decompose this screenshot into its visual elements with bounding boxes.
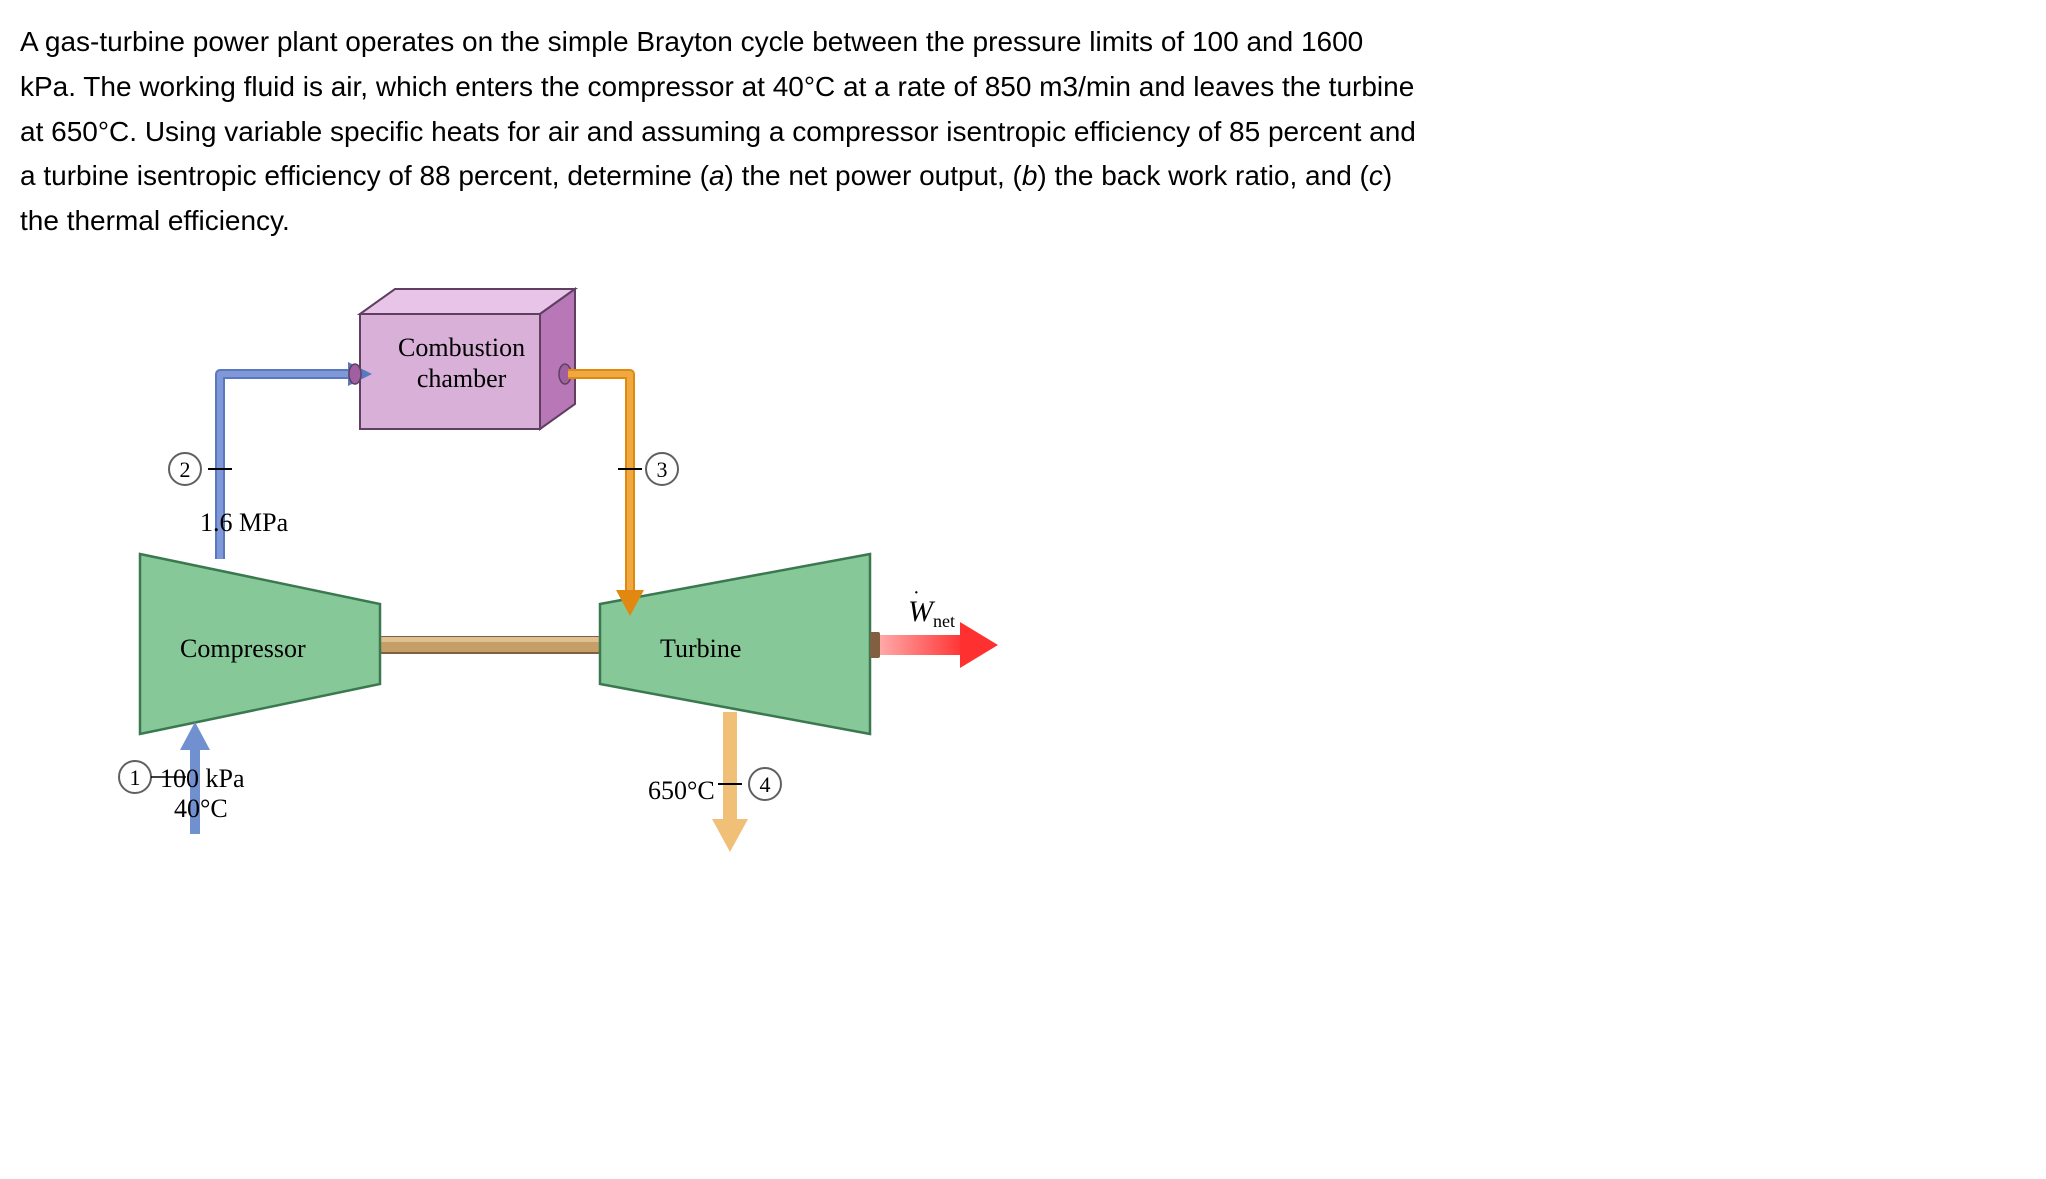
- state-point-2: 2: [169, 453, 201, 485]
- compressor-label: Compressor: [180, 628, 306, 670]
- wnet-label: W·net: [908, 588, 955, 636]
- pressure-2-label: 1.6 MPa: [200, 502, 288, 544]
- combustion-chamber-label: Combustion chamber: [398, 332, 525, 394]
- problem-statement: A gas-turbine power plant operates on th…: [20, 20, 1420, 244]
- state-point-1: 1: [119, 761, 151, 793]
- outlet-arrow: [712, 712, 748, 852]
- svg-text:4: 4: [760, 772, 771, 797]
- cc-label-line2: chamber: [417, 364, 507, 393]
- p1-pressure: 100 kPa: [160, 764, 245, 793]
- turbine-label: Turbine: [660, 628, 741, 670]
- state1-conditions: 100 kPa 40°C: [160, 764, 245, 824]
- svg-text:1: 1: [130, 765, 141, 790]
- shaft: [380, 637, 600, 653]
- brayton-cycle-diagram: 1 2 3 4 Combustion chamber Compressor Tu…: [100, 274, 1100, 874]
- cc-label-line1: Combustion: [398, 333, 525, 362]
- state-point-4: 4: [749, 768, 781, 800]
- state-point-3: 3: [646, 453, 678, 485]
- problem-text-body: A gas-turbine power plant operates on th…: [20, 26, 1416, 236]
- svg-text:2: 2: [180, 457, 191, 482]
- svg-text:3: 3: [657, 457, 668, 482]
- diagram-svg: 1 2 3 4: [100, 274, 1100, 874]
- p1-temperature: 40°C: [160, 794, 228, 823]
- t4-label: 650°C: [648, 770, 715, 812]
